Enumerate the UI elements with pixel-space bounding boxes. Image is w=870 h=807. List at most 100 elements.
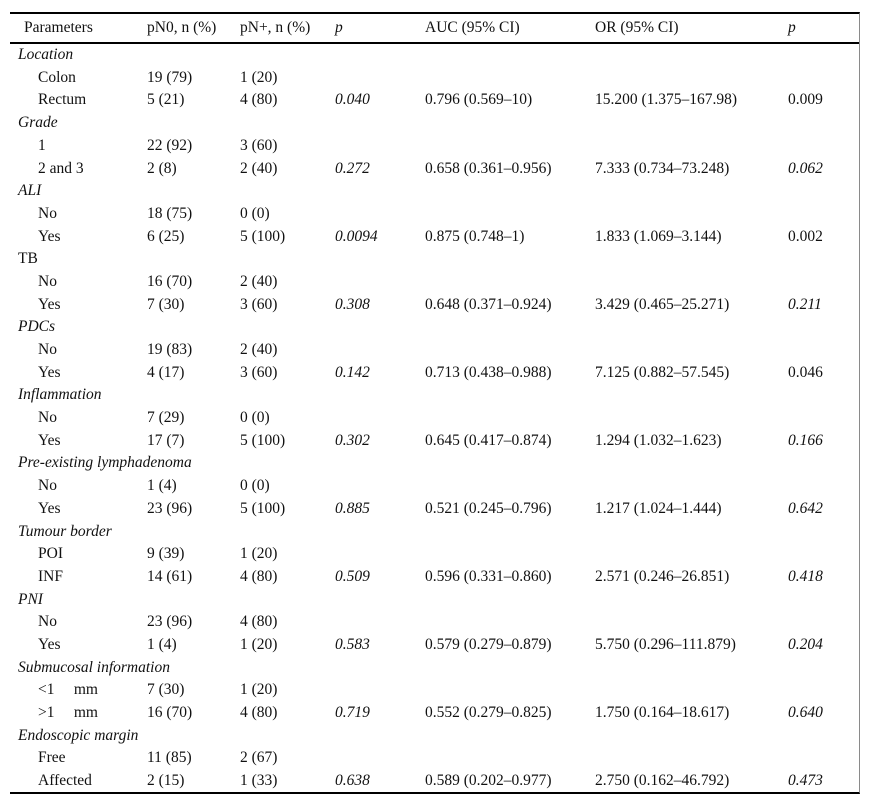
cell-parameter: No (38, 204, 57, 222)
cell-parameter: PDCs (18, 318, 56, 336)
cell-pnplus: 5 (100) (240, 431, 286, 449)
column-header-pn0: pN0, n (%) (147, 19, 217, 36)
cell-parameter: >1 mm (38, 704, 98, 722)
cell-parameter: 1 (38, 136, 46, 154)
table-row: No 19 (83) 2 (40) (10, 338, 859, 361)
cell-auc: 0.589 (0.202–0.977) (425, 772, 552, 790)
table-row: Pre-existing lymphadenoma (10, 452, 859, 475)
table-row: Yes 7 (30) 3 (60) 0.308 0.648 (0.371–0.924) 3… (10, 293, 859, 316)
cell-p-univariate: 0.638 (335, 772, 370, 790)
cell-pn0: 9 (39) (147, 545, 185, 563)
cell-p-univariate: 0.308 (335, 295, 370, 313)
cell-parameter: No (38, 272, 57, 290)
table-row: Inflammation (10, 384, 859, 407)
column-header-p-univariate: p (335, 19, 343, 36)
table-row: Location (10, 44, 859, 67)
cell-p-univariate: 0.142 (335, 363, 370, 381)
cell-pn0: 17 (7) (147, 431, 185, 449)
table-row: No 1 (4) 0 (0) (10, 475, 859, 498)
cell-p-univariate: 0.583 (335, 635, 370, 653)
cell-pnplus: 4 (80) (240, 613, 278, 631)
cell-p-univariate: 0.272 (335, 159, 370, 177)
cell-parameter: No (38, 341, 57, 359)
cell-pn0: 16 (70) (147, 704, 193, 722)
cell-p-regression: 0.046 (788, 363, 823, 381)
cell-p-regression: 0.062 (788, 159, 823, 177)
cell-parameter: Yes (38, 431, 61, 449)
table-row: Colon 19 (79) 1 (20) (10, 66, 859, 89)
table-row: 1 22 (92) 3 (60) (10, 134, 859, 157)
cell-pnplus: 0 (0) (240, 477, 270, 495)
cell-auc: 0.658 (0.361–0.956) (425, 159, 552, 177)
cell-parameter: POI (38, 545, 63, 563)
cell-p-regression: 0.166 (788, 431, 823, 449)
cell-parameter: PNI (18, 590, 43, 608)
table-header-row: Parameters pN0, n (%) pN+, n (%) p AUC (… (10, 14, 859, 44)
cell-pn0: 2 (8) (147, 159, 177, 177)
cell-or: 5.750 (0.296–111.879) (595, 635, 736, 653)
cell-or: 7.333 (0.734–73.248) (595, 159, 730, 177)
cell-pn0: 23 (96) (147, 613, 193, 631)
cell-pnplus: 4 (80) (240, 91, 278, 109)
cell-or: 15.200 (1.375–167.98) (595, 91, 738, 109)
cell-parameter: No (38, 613, 57, 631)
cell-p-regression: 0.640 (788, 704, 823, 722)
cell-or: 3.429 (0.465–25.271) (595, 295, 730, 313)
cell-auc: 0.713 (0.438–0.988) (425, 363, 552, 381)
cell-pnplus: 1 (20) (240, 68, 278, 86)
cell-pnplus: 3 (60) (240, 295, 278, 313)
cell-parameter: Tumour border (18, 522, 112, 540)
cell-parameter: <1 mm (38, 681, 98, 699)
table-row: Grade (10, 112, 859, 135)
cell-pnplus: 3 (60) (240, 136, 278, 154)
cell-pnplus: 2 (40) (240, 272, 278, 290)
cell-auc: 0.596 (0.331–0.860) (425, 567, 552, 585)
cell-p-univariate: 0.885 (335, 499, 370, 517)
table-row: Tumour border (10, 520, 859, 543)
column-header-parameters: Parameters (24, 19, 93, 36)
cell-pn0: 16 (70) (147, 272, 193, 290)
cell-pnplus: 3 (60) (240, 363, 278, 381)
cell-auc: 0.796 (0.569–10) (425, 91, 533, 109)
cell-pn0: 4 (17) (147, 363, 185, 381)
table-row: Rectum 5 (21) 4 (80) 0.040 0.796 (0.569–10) 1… (10, 89, 859, 112)
cell-p-regression: 0.642 (788, 499, 823, 517)
cell-auc: 0.648 (0.371–0.924) (425, 295, 552, 313)
table-row: <1 mm 7 (30) 1 (20) (10, 679, 859, 702)
cell-pnplus: 0 (0) (240, 204, 270, 222)
cell-parameter: Inflammation (18, 386, 102, 404)
table-row: POI 9 (39) 1 (20) (10, 543, 859, 566)
column-header-or: OR (95% CI) (595, 19, 679, 36)
results-table: Parameters pN0, n (%) pN+, n (%) p AUC (… (10, 12, 860, 795)
cell-parameter: Yes (38, 363, 61, 381)
cell-parameter: Location (18, 46, 74, 64)
cell-or: 2.571 (0.246–26.851) (595, 567, 730, 585)
cell-pnplus: 1 (20) (240, 635, 278, 653)
cell-parameter: Yes (38, 227, 61, 245)
cell-pnplus: 5 (100) (240, 227, 286, 245)
cell-pnplus: 2 (40) (240, 341, 278, 359)
cell-parameter: Colon (38, 68, 76, 86)
table-row: Affected 2 (15) 1 (33) 0.638 0.589 (0.202–0.… (10, 770, 859, 793)
cell-parameter: Affected (38, 772, 92, 790)
table-row: Endoscopic margin (10, 724, 859, 747)
cell-or: 1.217 (1.024–1.444) (595, 499, 722, 517)
cell-pn0: 23 (96) (147, 499, 193, 517)
cell-auc: 0.645 (0.417–0.874) (425, 431, 552, 449)
table-row: No 23 (96) 4 (80) (10, 611, 859, 634)
cell-p-univariate: 0.302 (335, 431, 370, 449)
cell-pnplus: 2 (40) (240, 159, 278, 177)
table-row: No 16 (70) 2 (40) (10, 270, 859, 293)
table-row: Submucosal information (10, 656, 859, 679)
cell-p-univariate: 0.040 (335, 91, 370, 109)
cell-parameter: INF (38, 567, 63, 585)
cell-parameter: Pre-existing lymphadenoma (18, 454, 192, 472)
cell-pnplus: 0 (0) (240, 409, 270, 427)
cell-pn0: 7 (29) (147, 409, 185, 427)
table-body: Location Colon 19 (79) 1 (20) Rectum 5 (21) 4 … (10, 44, 859, 793)
column-header-p-regression: p (788, 19, 796, 36)
cell-auc: 0.875 (0.748–1) (425, 227, 525, 245)
table-row: Yes 1 (4) 1 (20) 0.583 0.579 (0.279–0.879) 5.… (10, 633, 859, 656)
cell-parameter: No (38, 409, 57, 427)
